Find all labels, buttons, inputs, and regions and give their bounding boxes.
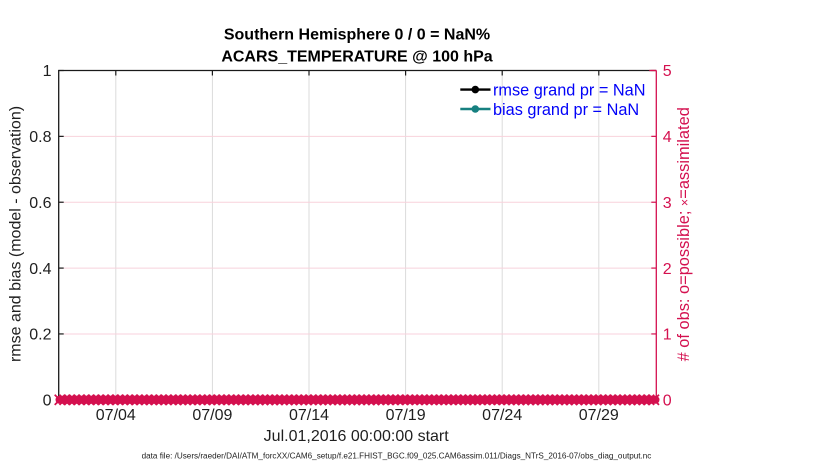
svg-text:1: 1 [43, 63, 52, 80]
svg-text:0.2: 0.2 [29, 327, 51, 344]
svg-text:data file: /Users/raeder/DAI/A: data file: /Users/raeder/DAI/ATM_forcXX/… [142, 451, 652, 460]
svg-text:0: 0 [663, 393, 672, 410]
svg-text:rmse and bias (model - observa: rmse and bias (model - observation) [8, 106, 25, 362]
svg-text:0: 0 [43, 393, 52, 410]
svg-text:# of obs: o=possible; ×=assimi: # of obs: o=possible; ×=assimilated [675, 107, 693, 361]
svg-text:07/04: 07/04 [96, 407, 136, 424]
svg-text:07/24: 07/24 [482, 407, 522, 424]
svg-text:0.4: 0.4 [29, 261, 51, 278]
svg-text:07/09: 07/09 [192, 407, 232, 424]
svg-text:2: 2 [663, 261, 672, 278]
svg-text:07/19: 07/19 [386, 407, 426, 424]
svg-text:ACARS_TEMPERATURE @ 100 hPa: ACARS_TEMPERATURE @ 100 hPa [221, 49, 492, 66]
svg-text:rmse grand pr = NaN: rmse grand pr = NaN [493, 82, 645, 100]
svg-text:3: 3 [663, 195, 672, 212]
svg-text:07/29: 07/29 [579, 407, 619, 424]
svg-text:4: 4 [663, 129, 672, 146]
svg-text:Jul.01,2016 00:00:00 start: Jul.01,2016 00:00:00 start [264, 428, 450, 445]
svg-text:0.6: 0.6 [29, 195, 51, 212]
svg-text:Southern Hemisphere 0 / 0 = Na: Southern Hemisphere 0 / 0 = NaN% [224, 27, 490, 44]
svg-text:5: 5 [663, 63, 672, 80]
svg-text:1: 1 [663, 327, 672, 344]
svg-text:bias grand pr = NaN: bias grand pr = NaN [493, 101, 639, 119]
svg-text:07/14: 07/14 [289, 407, 329, 424]
svg-text:0.8: 0.8 [29, 129, 51, 146]
